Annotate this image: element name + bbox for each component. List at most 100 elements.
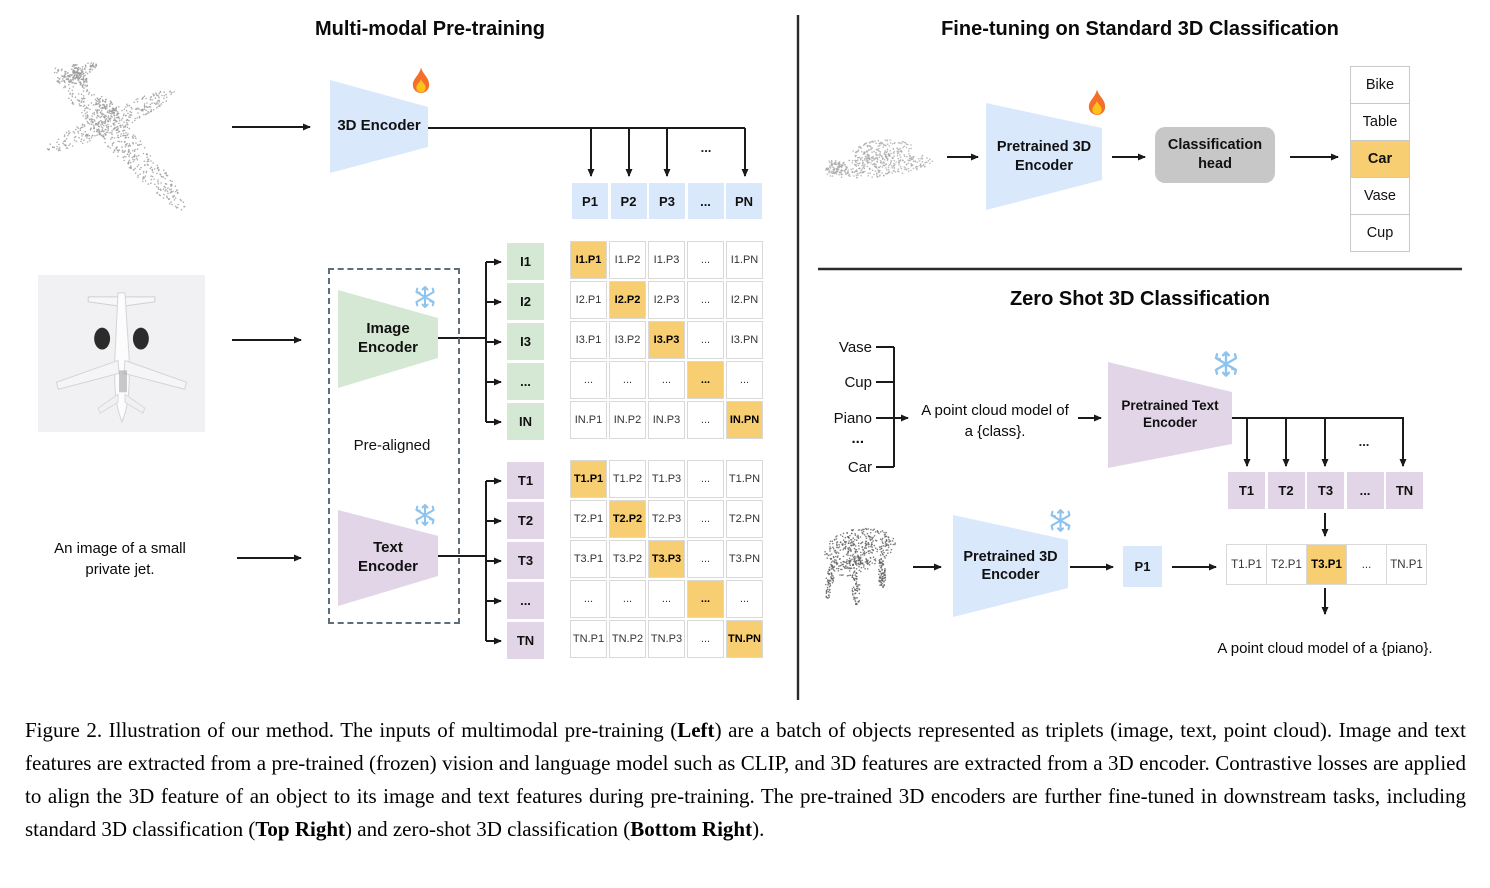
image-point-matrix: I1.P1 I1.P2 I1.P3... I1.PN I2.P1 I2.P2 I2.P3..… [570, 241, 763, 439]
text-encoder-label: Text Encoder [357, 539, 418, 575]
matrix-cell: ... [726, 580, 763, 618]
matrix-cell: ... [687, 241, 724, 279]
i-feature-column-item: I3 [507, 323, 544, 360]
finetune-title: Fine-tuning on Standard 3D Classificatio… [941, 18, 1339, 40]
car-point-cloud [825, 139, 934, 179]
figure-caption: Figure 2. Illustration of our method. Th… [25, 714, 1466, 846]
i-feature-column-item: ... [507, 363, 544, 400]
pretrained-3d-encoder-label: Pretrained 3D Encoder [996, 139, 1092, 174]
matrix-cell: T1.P2 [609, 460, 646, 498]
zeroshot-class-list-item: ... [851, 430, 864, 447]
matrix-cell: IN.PN [726, 401, 763, 439]
matrix-cell: IN.P1 [570, 401, 607, 439]
finetune-class-list-item: Car [1350, 140, 1410, 178]
p-feature-row-item: P2 [610, 183, 647, 219]
finetune-class-list-item: Vase [1350, 177, 1410, 215]
pre-aligned-box [328, 268, 460, 624]
matrix-cell: ... [570, 580, 607, 618]
matrix-cell: I1.P2 [609, 241, 646, 279]
matrix-cell: T1.P1 [570, 460, 607, 498]
caption-segment: ) are a batch of objects represented as … [25, 718, 1466, 841]
piano-point-cloud [824, 527, 896, 606]
snowflake-icon [415, 504, 435, 526]
similarity-row-item: T2.P1 [1266, 544, 1307, 585]
matrix-cell: ... [648, 361, 685, 399]
matrix-cell: T2.PN [726, 500, 763, 538]
matrix-cell: ... [687, 580, 724, 618]
fire-icon [1088, 89, 1106, 115]
zeroshot-t-row-item: TN [1386, 472, 1423, 509]
matrix-cell: ... [687, 540, 724, 578]
pretrained-text-encoder-label: Pretrained Text Encoder [1121, 398, 1219, 430]
ellipsis-label: ... [1358, 434, 1370, 449]
matrix-cell: I1.PN [726, 241, 763, 279]
zeroshot-class-list-item: Piano [833, 410, 872, 427]
zeroshot-t-row-item: ... [1346, 472, 1384, 509]
pre-aligned-label: Pre-aligned [353, 437, 431, 454]
matrix-cell: I3.PN [726, 321, 763, 359]
finetune-class-list: Bike Table Car Vase Cup [1350, 66, 1410, 252]
matrix-cell: I3.P2 [609, 321, 646, 359]
caption-segment: ) and zero-shot 3D classification ( [345, 817, 631, 841]
pretraining-text-prompt: An image of a small private jet. [54, 540, 186, 578]
matrix-cell: T2.P3 [648, 500, 685, 538]
p-feature-row: P1 P2 P3... PN [572, 183, 762, 219]
finetune-class-list-item: Table [1350, 103, 1410, 141]
zeroshot-t-row-item: T1 [1228, 472, 1265, 509]
text-point-matrix: T1.P1 T1.P2 T1.P3... T1.PN T2.P1 T2.P2 T2.P3..… [570, 460, 763, 658]
fire-icon [412, 67, 430, 93]
matrix-cell: I2.P3 [648, 281, 685, 319]
matrix-cell: ... [648, 580, 685, 618]
zeroshot-t-row-item: T3 [1307, 472, 1344, 509]
similarity-row-item: TN.P1 [1386, 544, 1427, 585]
matrix-cell: IN.P3 [648, 401, 685, 439]
caption-segment: ). [752, 817, 765, 841]
snowflake-icon [1050, 509, 1071, 532]
matrix-cell: ... [687, 361, 724, 399]
p-feature-row-item: ... [687, 183, 724, 219]
similarity-row-item: T3.P1 [1306, 544, 1347, 585]
matrix-cell: I1.P1 [570, 241, 607, 279]
matrix-cell: ... [687, 500, 724, 538]
similarity-row: T1.P1 T2.P1 T3.P1... TN.P1 [1226, 544, 1427, 585]
matrix-cell: T3.P1 [570, 540, 607, 578]
matrix-cell: I2.P1 [570, 281, 607, 319]
finetune-class-list-item: Bike [1350, 66, 1410, 104]
matrix-cell: ... [609, 361, 646, 399]
zeroshot-class-list: Vase Cup Piano... Car [806, 338, 872, 478]
ellipsis-label: ... [700, 140, 712, 155]
matrix-cell: ... [687, 620, 724, 658]
i-feature-column: I1 I2 I3... IN [507, 243, 544, 443]
3d-encoder-label: 3D Encoder [337, 117, 421, 135]
matrix-cell: IN.P2 [609, 401, 646, 439]
zeroshot-class-list-item: Cup [844, 374, 872, 391]
matrix-cell: T1.PN [726, 460, 763, 498]
jet-image [38, 275, 205, 432]
pretraining-title: Multi-modal Pre-training [315, 18, 545, 40]
matrix-cell: T2.P1 [570, 500, 607, 538]
snowflake-icon [415, 286, 435, 308]
t-feature-column-item: T2 [507, 502, 544, 539]
matrix-cell: TN.P3 [648, 620, 685, 658]
i-feature-column-item: I1 [507, 243, 544, 280]
caption-segment: Bottom Right [630, 817, 753, 841]
zeroshot-t-row-item: T2 [1267, 472, 1305, 509]
t-feature-column-item: T1 [507, 462, 544, 499]
matrix-cell: T2.P2 [609, 500, 646, 538]
image-encoder-label: Image Encoder [357, 320, 418, 356]
airplane-point-cloud [46, 62, 186, 211]
matrix-cell: I1.P3 [648, 241, 685, 279]
classification-head: Classification head [1155, 127, 1275, 183]
i-feature-column-item: IN [507, 403, 544, 440]
matrix-cell: ... [687, 281, 724, 319]
zeroshot-title: Zero Shot 3D Classification [1009, 288, 1271, 310]
matrix-cell: ... [726, 361, 763, 399]
p-feature-row-item: P3 [649, 183, 685, 219]
caption-segment: Top Right [255, 817, 346, 841]
finetune-class-list-item: Cup [1350, 214, 1410, 252]
matrix-cell: I2.PN [726, 281, 763, 319]
jet-rendering [55, 292, 188, 424]
matrix-cell: TN.P1 [570, 620, 607, 658]
matrix-cell: ... [687, 460, 724, 498]
